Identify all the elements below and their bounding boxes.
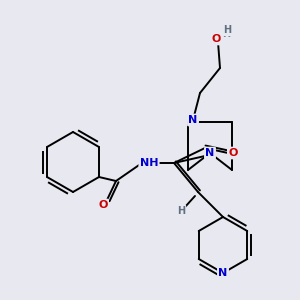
Text: N: N [206,148,214,158]
Text: H: H [222,29,230,39]
Text: H: H [177,206,185,216]
Text: H: H [223,25,231,35]
Text: N: N [218,268,228,278]
Text: NH: NH [140,158,158,168]
Text: N: N [188,115,198,125]
Text: O: O [98,200,108,210]
Text: O: O [211,34,221,44]
Text: O: O [228,148,238,158]
